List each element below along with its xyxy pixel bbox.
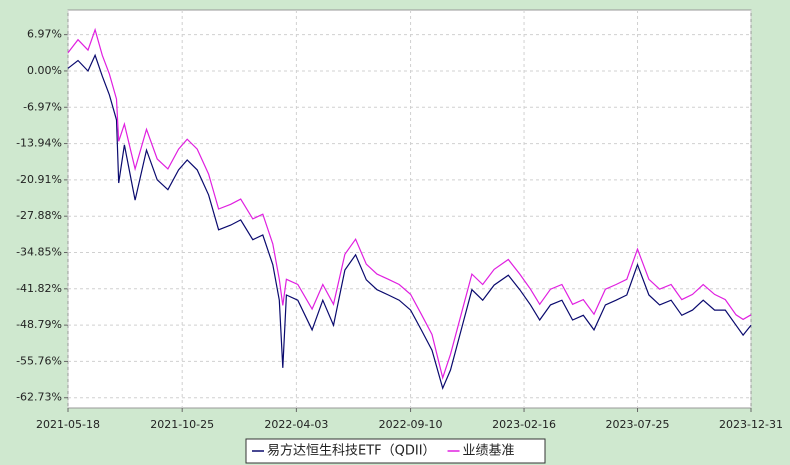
legend: 易方达恒生科技ETF（QDII） 业绩基准: [252, 443, 515, 459]
y-tick-label: -20.91%: [16, 173, 62, 186]
plot-area: [67, 9, 752, 409]
x-tick-label: 2021-05-18: [36, 418, 100, 431]
legend-box: [245, 438, 546, 464]
x-tick-label: 2023-07-25: [606, 418, 670, 431]
labels: 6.97% 0.00% -6.97% -13.94% -20.91% -27.88% -34…: [16, 28, 783, 431]
x-tick-label: 2023-02-16: [492, 418, 556, 431]
series-line: [67, 27, 752, 380]
legend-label: 业绩基准: [463, 444, 515, 459]
x-tick-label: 2022-09-10: [379, 418, 443, 431]
lines: [67, 27, 752, 390]
grid: [64, 10, 752, 412]
y-tick-label: -48.79%: [16, 318, 62, 331]
y-tick-label: -34.85%: [16, 245, 62, 258]
x-tick-label: 2023-12-31: [719, 418, 783, 431]
y-tick-label: -13.94%: [16, 137, 62, 150]
y-tick-label: -41.82%: [16, 282, 62, 295]
series-line: [67, 53, 752, 390]
y-tick-label: 6.97%: [27, 28, 62, 41]
x-tick-label: 2021-10-25: [150, 418, 214, 431]
y-tick-label: -27.88%: [16, 209, 62, 222]
y-tick-label: 0.00%: [27, 64, 62, 77]
legend-label: 易方达恒生科技ETF（QDII）: [267, 443, 436, 459]
y-tick-label: -55.76%: [16, 354, 62, 367]
y-tick-label: -6.97%: [23, 100, 62, 113]
x-tick-label: 2022-04-03: [264, 418, 328, 431]
y-tick-label: -62.73%: [16, 391, 62, 404]
